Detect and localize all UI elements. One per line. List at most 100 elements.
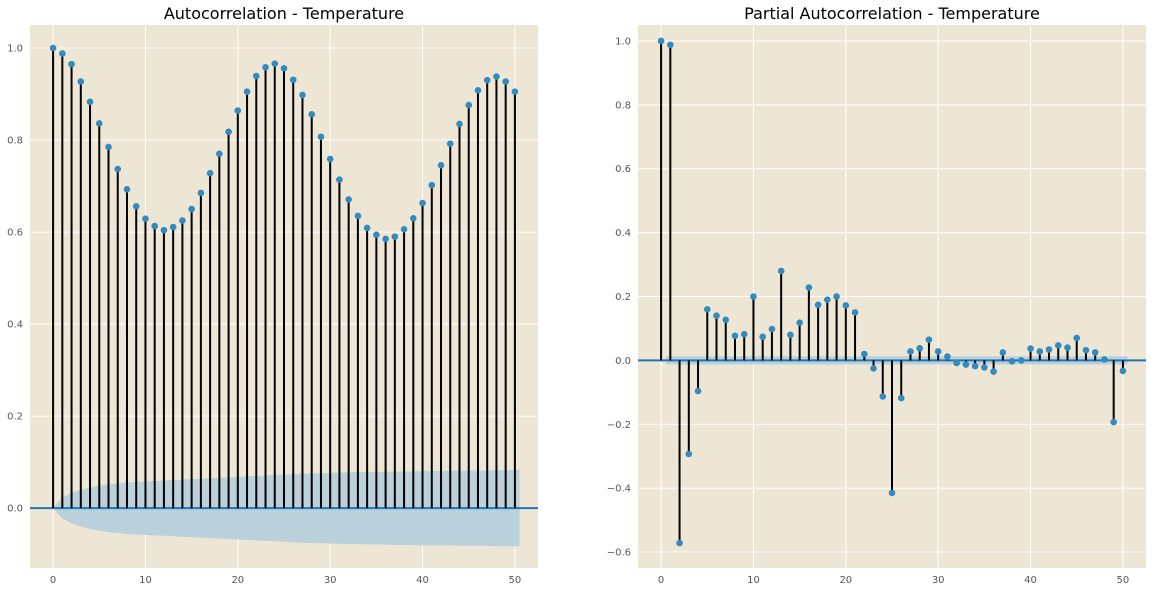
pacf-marker: [740, 330, 748, 338]
pacf-marker: [888, 489, 896, 497]
pacf-marker: [805, 284, 813, 291]
pacf-marker: [787, 331, 794, 339]
pacf-marker: [1119, 367, 1127, 375]
acf-y-tick-label: 0.0: [7, 504, 23, 515]
pacf-marker: [897, 394, 905, 402]
pacf-y-tick-label: 1.0: [615, 36, 631, 47]
acf-marker: [437, 162, 445, 169]
pacf-marker: [971, 362, 979, 370]
pacf-marker: [777, 267, 785, 275]
acf-marker: [308, 110, 316, 118]
acf-marker: [271, 60, 279, 67]
acf-marker: [243, 88, 251, 96]
pacf-marker: [962, 361, 970, 368]
pacf-marker: [703, 305, 711, 313]
pacf-marker: [722, 316, 730, 324]
pacf-marker: [685, 450, 693, 458]
acf-marker: [68, 60, 75, 68]
pacf-marker: [1054, 342, 1062, 349]
acf-x-tick-label: 0: [50, 575, 56, 586]
acf-marker: [114, 165, 122, 173]
pacf-marker: [842, 302, 850, 309]
acf-marker: [511, 88, 519, 96]
acf-y-tick-label: 0.6: [7, 228, 23, 239]
acf-marker: [234, 107, 242, 114]
pacf-y-tick-label: 0.6: [615, 164, 631, 175]
pacf-x-tick-label: 0: [658, 575, 664, 586]
acf-marker: [289, 76, 297, 84]
pacf-y-tick-label: 0.2: [615, 292, 631, 303]
pacf-y-tick-label: −0.6: [607, 548, 631, 559]
acf-y-tick-label: 1.0: [7, 44, 23, 55]
acf-marker: [188, 205, 195, 213]
acf-marker: [474, 87, 482, 94]
acf-marker: [216, 150, 223, 158]
acf-marker: [160, 226, 168, 234]
acf-marker: [345, 196, 352, 203]
pacf-marker: [713, 312, 720, 319]
acf-y-tick-label: 0.4: [7, 320, 23, 331]
acf-x-tick-label: 10: [139, 575, 152, 586]
pacf-marker: [824, 296, 831, 303]
acf-marker: [225, 128, 232, 136]
pacf-x-tick-label: 40: [1024, 575, 1037, 586]
acf-marker: [400, 226, 408, 233]
pacf-marker: [1101, 356, 1108, 363]
pacf-marker: [916, 344, 924, 352]
pacf-x-tick-label: 50: [1117, 575, 1130, 586]
pacf-marker: [907, 348, 914, 355]
acf-marker: [363, 224, 371, 232]
pacf-marker: [667, 41, 674, 49]
pacf-marker: [879, 393, 887, 400]
pacf-marker: [1027, 345, 1034, 352]
acf-marker: [95, 120, 103, 127]
acf-marker: [326, 155, 334, 163]
acf-marker: [317, 133, 325, 141]
acf-marker: [502, 78, 509, 85]
acf-marker: [483, 76, 491, 84]
acf-marker: [280, 64, 288, 72]
acf-marker: [123, 185, 131, 193]
acf-marker: [419, 199, 426, 207]
acf-marker: [446, 140, 454, 148]
pacf-marker: [750, 293, 757, 300]
pacf-y-tick-label: −0.4: [607, 484, 631, 495]
pacf-marker: [1008, 358, 1016, 365]
pacf-marker: [851, 309, 859, 316]
acf-marker: [299, 91, 306, 99]
pacf-marker: [990, 368, 997, 375]
pacf-plot-area: [638, 25, 1146, 568]
acf-marker: [142, 215, 149, 223]
acf-marker: [252, 72, 260, 80]
pacf-x-tick-label: 30: [932, 575, 945, 586]
pacf-marker: [676, 539, 683, 547]
acf-marker: [77, 78, 85, 85]
pacf-marker: [1110, 418, 1117, 426]
acf-x-tick-label: 40: [416, 575, 429, 586]
pacf-y-tick-label: 0.0: [615, 356, 631, 367]
acf-x-tick-label: 30: [324, 575, 337, 586]
pacf-y-tick-label: 0.8: [615, 100, 631, 111]
acf-y-tick-label: 0.2: [7, 412, 23, 423]
pacf-marker: [1036, 348, 1044, 355]
acf-marker: [206, 169, 214, 177]
pacf-marker: [1091, 349, 1099, 356]
acf-marker: [373, 231, 380, 239]
pacf-marker: [944, 353, 951, 360]
acf-x-tick-label: 20: [231, 575, 244, 586]
pacf-marker: [860, 350, 868, 358]
pacf-title: Partial Autocorrelation - Temperature: [744, 4, 1040, 23]
pacf-marker: [833, 293, 840, 300]
acf-marker: [410, 214, 417, 222]
pacf-marker: [870, 365, 877, 372]
acf-marker: [391, 233, 399, 240]
pacf-x-tick-label: 10: [747, 575, 760, 586]
acf-marker: [428, 181, 436, 189]
pacf-marker: [1045, 346, 1053, 353]
pacf-marker: [814, 301, 822, 309]
pacf-y-tick-label: −0.2: [607, 420, 631, 431]
acf-marker: [151, 222, 158, 230]
acf-marker: [132, 203, 140, 210]
pacf-marker: [768, 325, 776, 333]
